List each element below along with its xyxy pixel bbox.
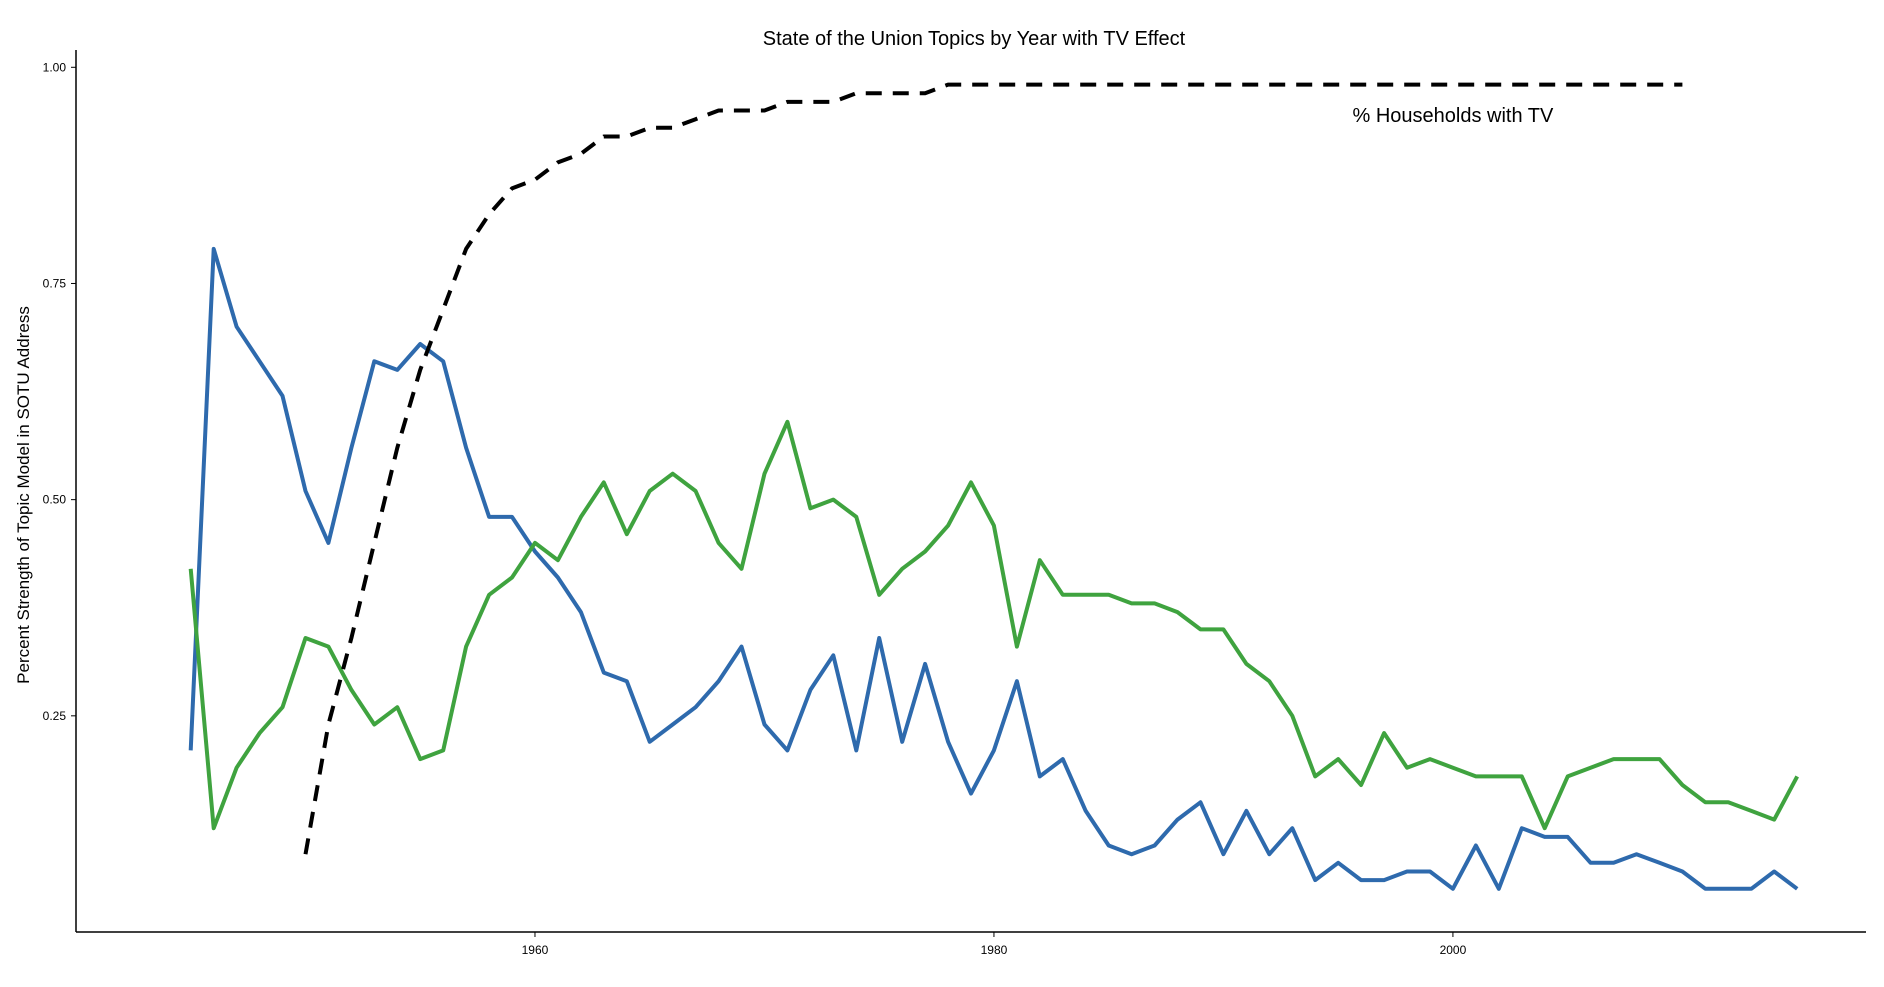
- chart-title: State of the Union Topics by Year with T…: [763, 28, 1186, 50]
- annotations: % Households with TV: [1353, 105, 1555, 127]
- y-axis-label: Percent Strength of Topic Model in SOTU …: [14, 306, 33, 684]
- y-tick-label: 0.75: [43, 276, 67, 290]
- y-tick-label: 0.25: [43, 709, 67, 723]
- x-tick-label: 1960: [522, 943, 549, 957]
- x-tick-label: 2000: [1440, 943, 1467, 957]
- series-line-tv-households: [303, 82, 1683, 855]
- y-tick-label: 0.50: [43, 493, 67, 507]
- annotation-label: % Households with TV: [1353, 105, 1555, 127]
- series-line-2: [188, 419, 1799, 831]
- axes: 0.25 0.50 0.75 1.00 1960 1980 2000: [43, 50, 1866, 957]
- y-tick-label: 1.00: [43, 60, 67, 74]
- x-tick-label: 1980: [981, 943, 1008, 957]
- series-lines: [188, 82, 1799, 891]
- series-line-1: [188, 246, 1799, 891]
